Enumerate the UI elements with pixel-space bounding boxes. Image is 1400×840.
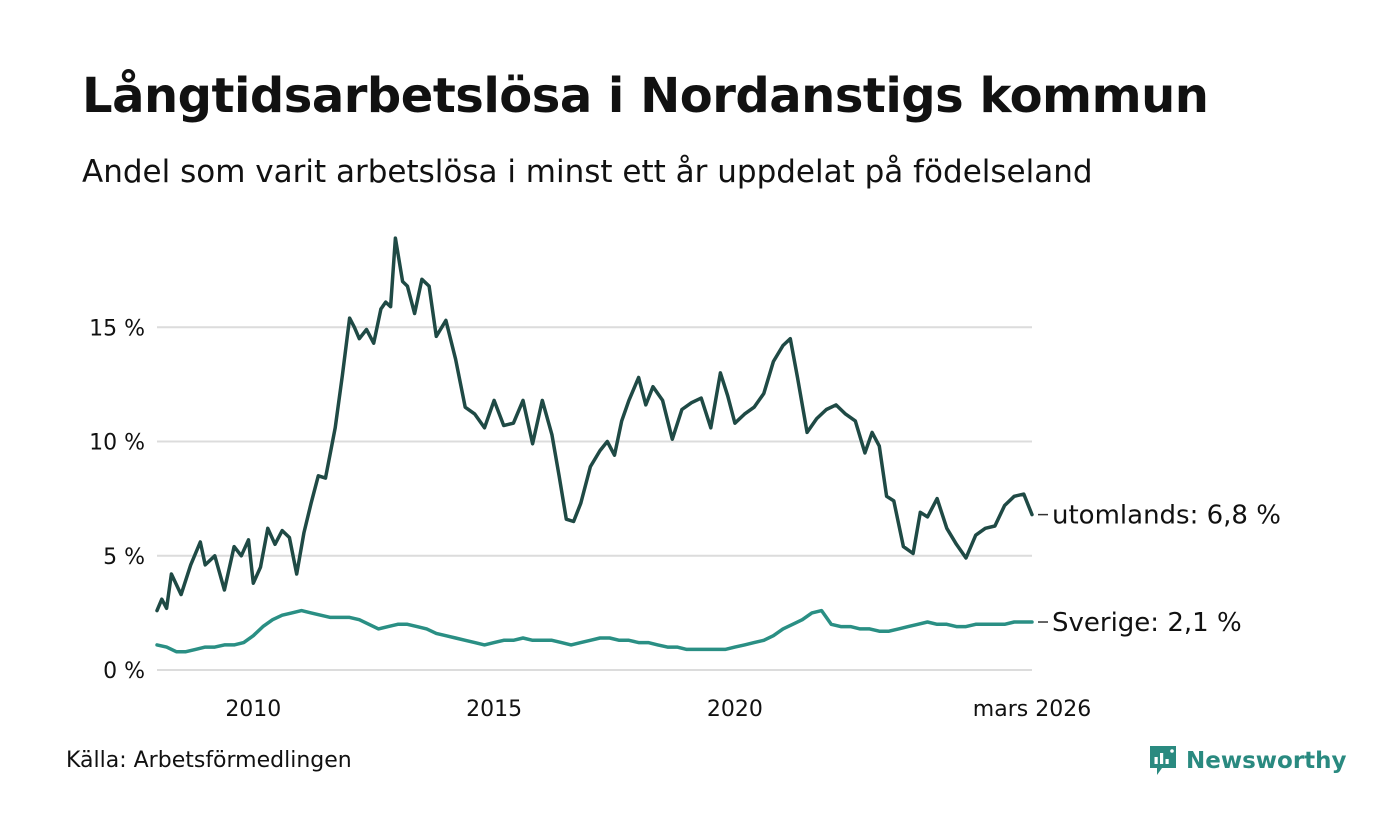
y-axis-tick-labels: 0 % 5 % 10 % 15 % — [89, 316, 145, 684]
x-tick-label: 2010 — [225, 697, 281, 722]
chart-title: Långtidsarbetslösa i Nordanstigs kommun — [82, 68, 1209, 124]
source-note: Källa: Arbetsförmedlingen — [66, 748, 352, 773]
brand-name: Newsworthy — [1186, 748, 1347, 774]
y-tick-label: 5 % — [103, 545, 145, 570]
series-layer — [155, 236, 1034, 654]
series-end-labels: utomlands: 6,8 % Sverige: 2,1 % — [1038, 501, 1281, 638]
newsworthy-logo-icon — [1150, 746, 1176, 775]
chart-subtitle: Andel som varit arbetslösa i minst ett å… — [82, 154, 1093, 190]
x-tick-label: 2015 — [466, 697, 522, 722]
series-line-sverige — [155, 608, 1034, 654]
x-tick-label: mars 2026 — [973, 697, 1091, 722]
brand-logo: Newsworthy — [1148, 744, 1347, 778]
y-tick-label: 0 % — [103, 659, 145, 684]
end-label-utomlands: utomlands: 6,8 % — [1052, 501, 1281, 531]
x-axis-tick-labels: 2010 2015 2020 mars 2026 — [225, 697, 1091, 722]
y-tick-label: 10 % — [89, 431, 145, 456]
series-line-utomlands — [155, 236, 1034, 613]
y-tick-label: 15 % — [89, 316, 145, 341]
end-label-sverige: Sverige: 2,1 % — [1052, 608, 1242, 638]
grid-layer — [157, 326, 1032, 671]
x-tick-label: 2020 — [707, 697, 763, 722]
